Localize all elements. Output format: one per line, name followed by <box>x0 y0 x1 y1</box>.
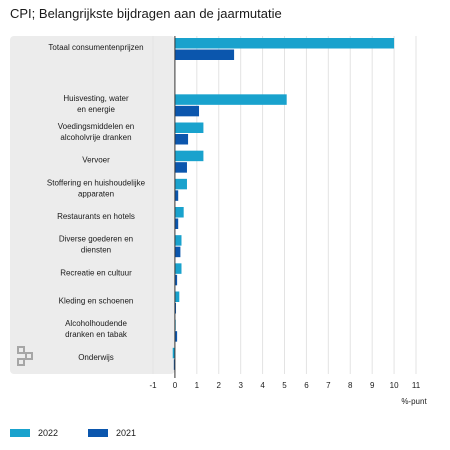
legend-item-2022: 2022 <box>10 428 58 438</box>
bar-2021 <box>174 331 178 342</box>
legend: 2022 2021 <box>10 428 166 438</box>
x-tick-label: 0 <box>173 381 178 390</box>
bar-chart: Totaal consumentenprijzen Huisvesting, wa… <box>10 36 427 406</box>
category-label-line: Voedingsmiddelen en <box>58 122 135 131</box>
legend-swatch-2021 <box>88 429 109 437</box>
category-label: Kleding en schoenen <box>59 297 134 306</box>
category-label-line: Stoffering en huishoudelijke <box>47 178 146 187</box>
bar-2022 <box>174 263 182 274</box>
x-tick-label: 1 <box>195 381 200 390</box>
legend-item-2021: 2021 <box>88 428 136 438</box>
bar-2021 <box>174 190 179 201</box>
category-label-line: Restaurants en hotels <box>57 212 135 221</box>
x-tick-label: 6 <box>304 381 309 390</box>
category-label: Restaurants en hotels <box>57 212 135 221</box>
bar-2022 <box>174 178 187 190</box>
category-label: Huisvesting, water en energie <box>63 94 129 114</box>
bar-2021 <box>174 246 181 258</box>
category-label-line: Totaal consumentenprijzen <box>48 43 143 52</box>
category-label: Diverse goederen en diensten <box>59 235 133 255</box>
legend-label-2021: 2021 <box>116 428 137 438</box>
category-label-line: Alcoholhoudende <box>65 319 127 328</box>
category-label-line: Huisvesting, water <box>63 94 129 103</box>
x-tick-label: 9 <box>370 381 375 390</box>
category-label: Onderwijs <box>78 353 114 362</box>
x-tick-label: 8 <box>348 381 353 390</box>
bar-2021 <box>174 134 189 145</box>
category-label-line: alcoholvrije dranken <box>60 133 131 142</box>
bar-2022 <box>172 347 175 359</box>
category-label: Recreatie en cultuur <box>60 268 132 277</box>
category-panel <box>10 36 175 374</box>
bar-2021 <box>174 274 178 286</box>
bar-2021 <box>174 105 200 117</box>
x-tick-label: 7 <box>326 381 331 390</box>
bar-2021 <box>174 162 187 173</box>
category-label-line: Kleding en schoenen <box>59 297 134 306</box>
bar-2021 <box>174 49 235 60</box>
bar-2022 <box>174 94 287 105</box>
x-axis-label: %-punt <box>401 397 427 406</box>
category-label-line: Recreatie en cultuur <box>60 268 132 277</box>
category-label-line: apparaten <box>78 189 114 198</box>
category-label: Alcoholhoudende dranken en tabak <box>65 319 128 339</box>
bar-2022 <box>174 235 182 246</box>
chart-title: CPI; Belangrijkste bijdragen aan de jaar… <box>10 6 282 21</box>
bar-2022 <box>174 207 184 218</box>
category-label-line: diensten <box>81 246 111 255</box>
cbs-logo-icon <box>17 346 33 366</box>
category-label: Voedingsmiddelen en alcoholvrije dranken <box>58 122 135 142</box>
legend-swatch-2022 <box>10 429 30 437</box>
bar-2022 <box>174 122 204 133</box>
category-label-line: dranken en tabak <box>65 330 128 339</box>
x-tick-label: 4 <box>260 381 265 390</box>
category-label-line: Onderwijs <box>78 353 114 362</box>
bar-2021 <box>174 303 177 314</box>
x-tick-label: 2 <box>217 381 222 390</box>
bar-2021 <box>174 218 179 229</box>
category-label: Totaal consumentenprijzen <box>48 43 143 52</box>
x-tick-label: 3 <box>238 381 243 390</box>
category-label-line: en energie <box>77 105 115 114</box>
bar-2022 <box>174 150 204 162</box>
legend-label-2022: 2022 <box>38 428 59 438</box>
category-label: Vervoer <box>82 156 110 165</box>
bar-2022 <box>174 38 395 49</box>
x-tick-label: -1 <box>149 381 157 390</box>
category-label-line: Diverse goederen en <box>59 235 133 244</box>
x-tick-label: 11 <box>412 381 421 390</box>
bar-2021 <box>173 359 175 370</box>
x-tick-label: 10 <box>390 381 399 390</box>
category-label: Stoffering en huishoudelijke apparaten <box>47 178 146 198</box>
bar-2022 <box>174 291 180 302</box>
x-tick-label: 5 <box>282 381 287 390</box>
category-label-line: Vervoer <box>82 156 110 165</box>
